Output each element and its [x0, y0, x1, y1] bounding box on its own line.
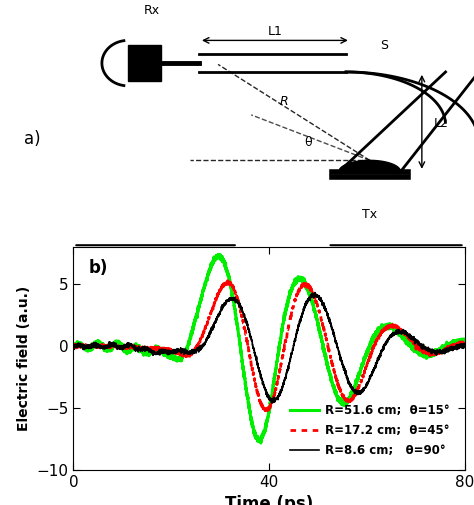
R=8.6 cm;   θ=90°: [138, 345, 144, 351]
R=17.2 cm;  θ=45°: [225, 278, 230, 284]
Polygon shape: [339, 161, 401, 172]
R=17.2 cm;  θ=45°: [237, 309, 243, 315]
X-axis label: Time (ps): Time (ps): [225, 495, 313, 505]
R=17.2 cm;  θ=45°: [220, 282, 226, 288]
R=17.2 cm;  θ=45°: [454, 341, 460, 347]
Text: b): b): [89, 259, 109, 277]
Line: R=17.2 cm;  θ=45°: R=17.2 cm; θ=45°: [73, 281, 465, 411]
Line: R=51.6 cm;  θ=15°: R=51.6 cm; θ=15°: [73, 255, 465, 443]
Text: S: S: [380, 39, 388, 52]
R=51.6 cm;  θ=15°: [454, 339, 460, 345]
R=17.2 cm;  θ=45°: [462, 341, 467, 347]
R=8.6 cm;   θ=90°: [220, 304, 226, 310]
R=51.6 cm;  θ=15°: [71, 343, 76, 349]
Text: Tx: Tx: [362, 208, 377, 221]
R=8.6 cm;   θ=90°: [454, 342, 460, 348]
R=51.6 cm;  θ=15°: [237, 348, 243, 354]
R=51.6 cm;  θ=15°: [115, 340, 121, 346]
R=17.2 cm;  θ=45°: [71, 342, 76, 348]
Text: θ: θ: [304, 136, 312, 149]
Text: L2: L2: [433, 117, 448, 130]
R=8.6 cm;   θ=90°: [269, 400, 274, 406]
Text: R: R: [280, 95, 289, 108]
R=17.2 cm;  θ=45°: [412, 341, 418, 347]
R=51.6 cm;  θ=15°: [412, 345, 418, 351]
R=51.6 cm;  θ=15°: [221, 257, 227, 263]
R=51.6 cm;  θ=15°: [258, 440, 264, 446]
R=51.6 cm;  θ=15°: [462, 339, 467, 345]
R=8.6 cm;   θ=90°: [412, 337, 418, 343]
Text: a): a): [24, 130, 40, 148]
Line: R=8.6 cm;   θ=90°: R=8.6 cm; θ=90°: [73, 292, 465, 403]
Legend: R=51.6 cm;  θ=15°, R=17.2 cm;  θ=45°, R=8.6 cm;   θ=90°: R=51.6 cm; θ=15°, R=17.2 cm; θ=45°, R=8.…: [285, 399, 455, 462]
R=17.2 cm;  θ=45°: [138, 346, 144, 352]
R=17.2 cm;  θ=45°: [115, 342, 121, 348]
Text: Rx: Rx: [144, 4, 160, 17]
R=8.6 cm;   θ=90°: [71, 343, 76, 349]
Text: L1: L1: [267, 25, 283, 38]
R=51.6 cm;  θ=15°: [138, 348, 144, 355]
Y-axis label: Electric field (a.u.): Electric field (a.u.): [17, 286, 31, 431]
R=51.6 cm;  θ=15°: [215, 251, 221, 258]
R=17.2 cm;  θ=45°: [264, 408, 270, 414]
R=8.6 cm;   θ=90°: [237, 305, 243, 311]
R=8.6 cm;   θ=90°: [462, 342, 467, 348]
R=8.6 cm;   θ=90°: [312, 289, 318, 295]
Bar: [128, 45, 161, 81]
R=8.6 cm;   θ=90°: [115, 344, 121, 350]
